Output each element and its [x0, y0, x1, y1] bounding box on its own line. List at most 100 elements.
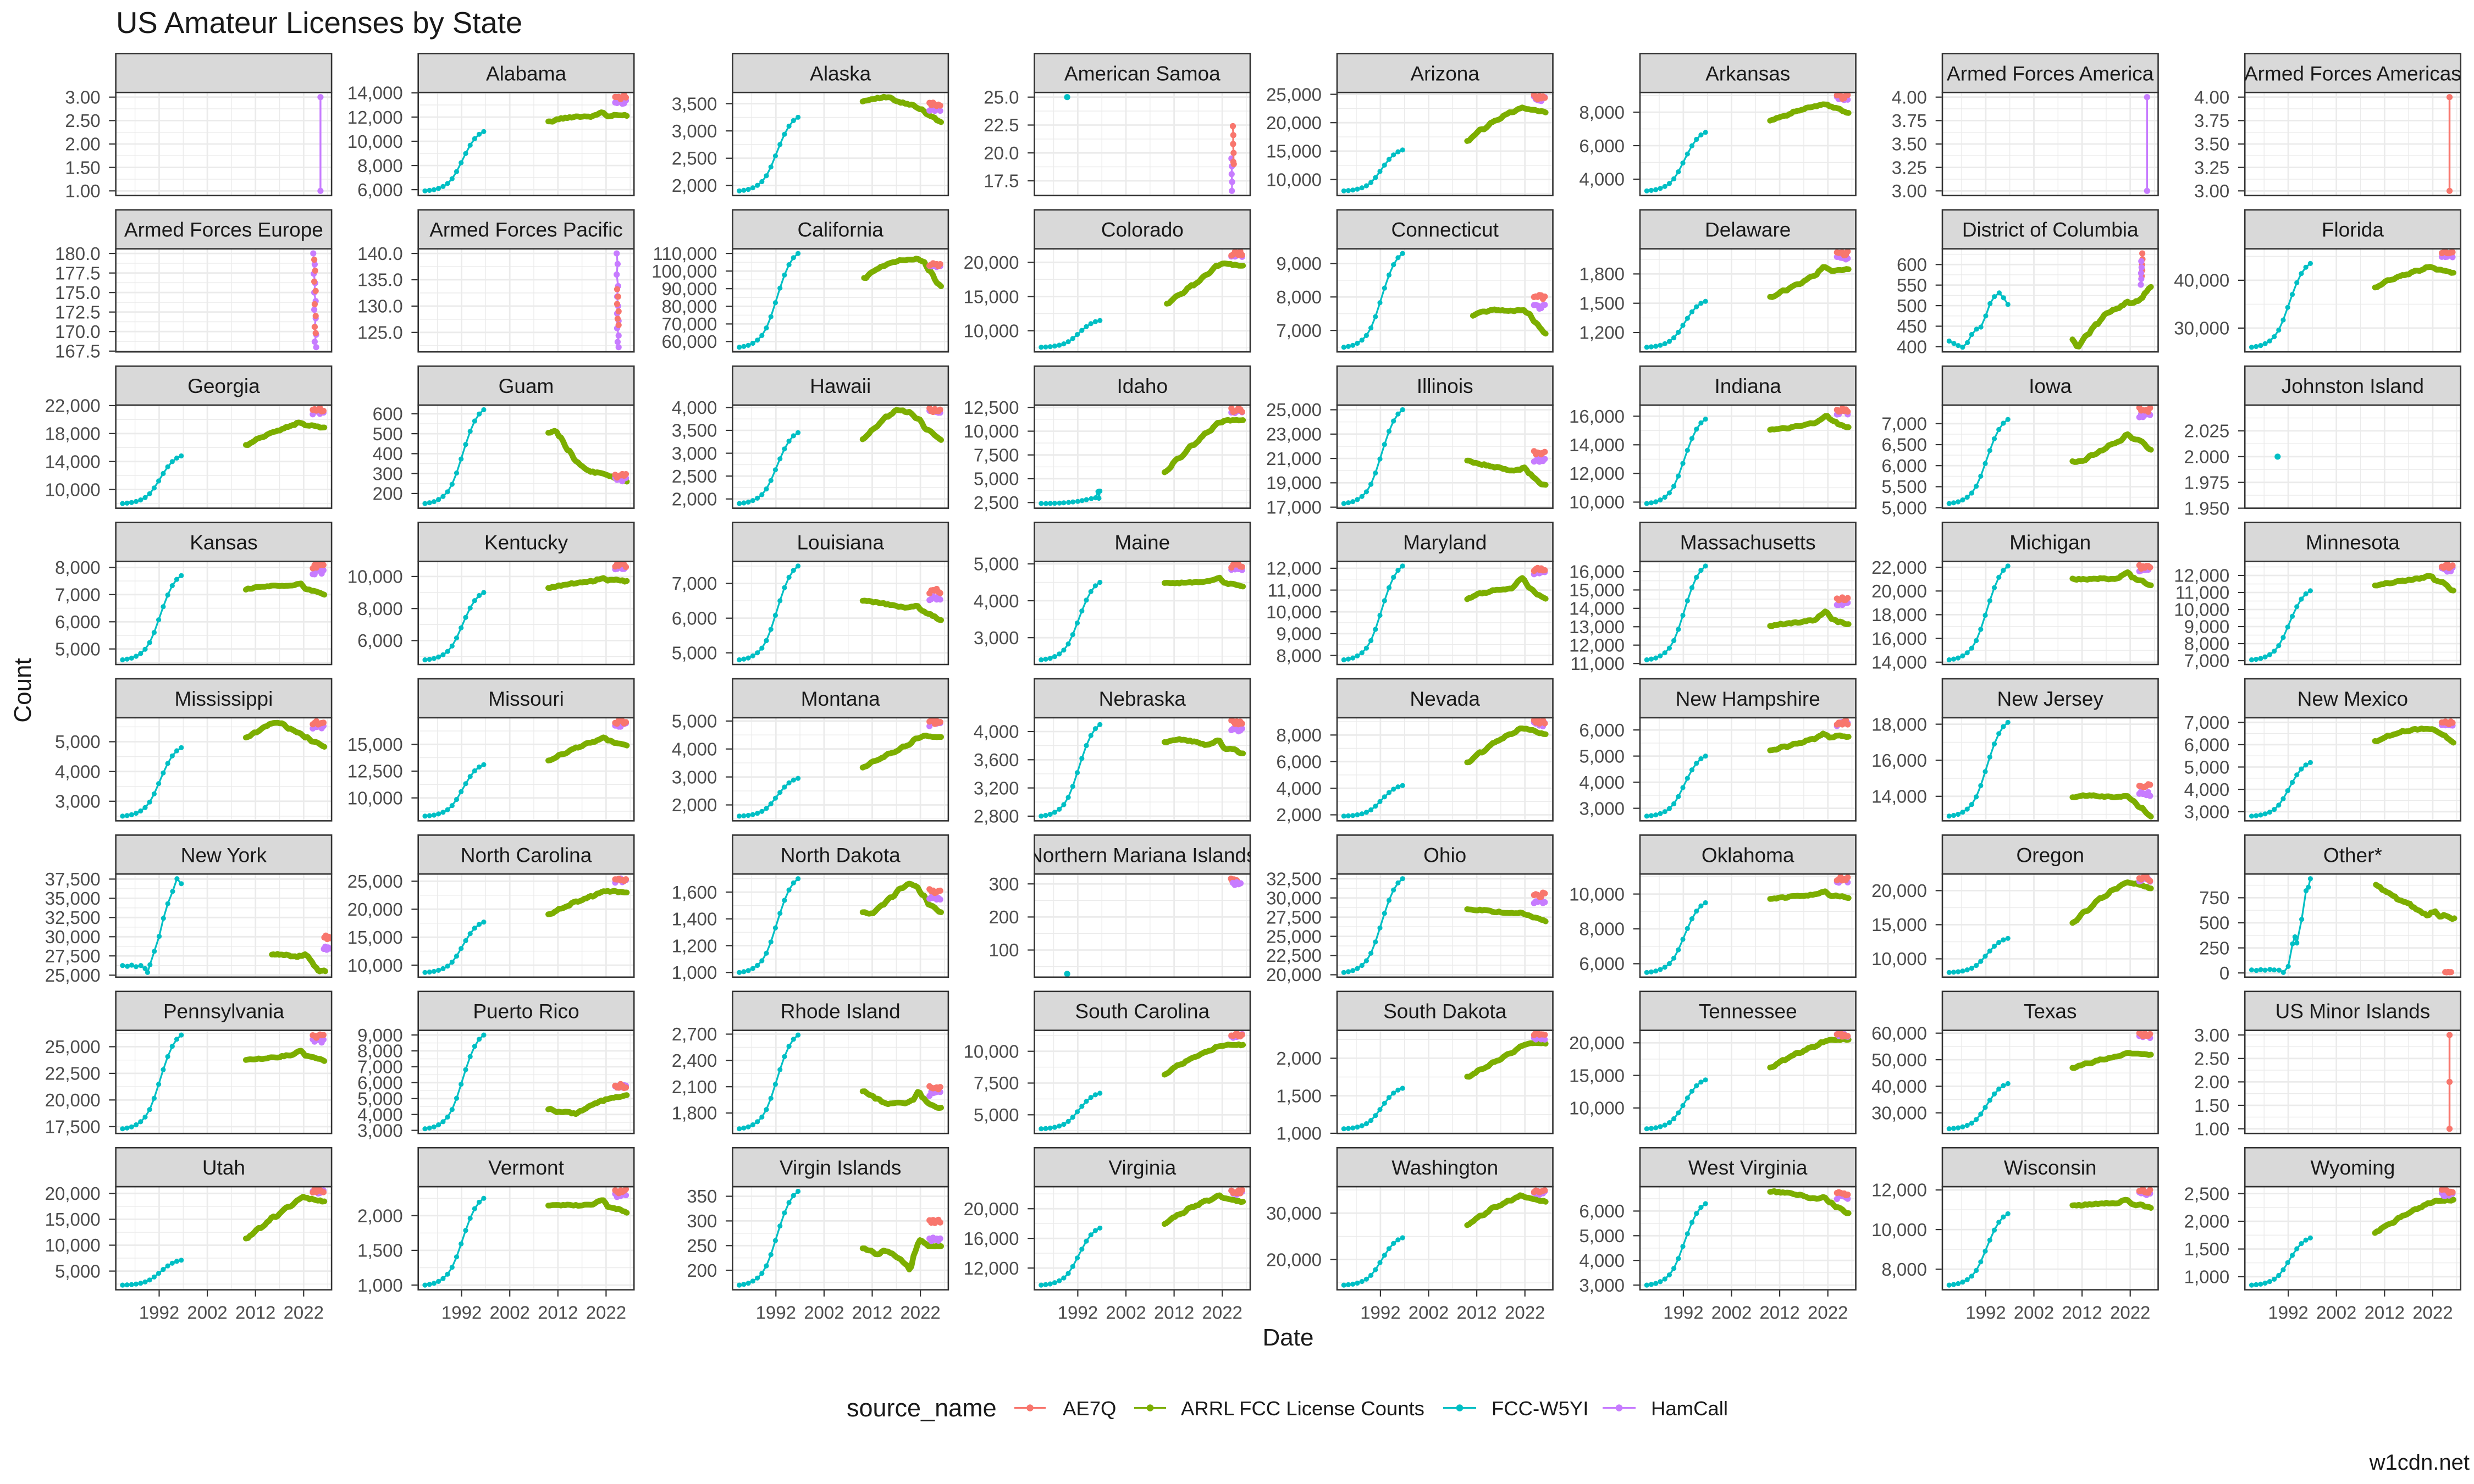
svg-text:20,000: 20,000 — [1871, 881, 1927, 901]
svg-text:Missouri: Missouri — [488, 688, 564, 710]
svg-text:w1cdn.net: w1cdn.net — [2369, 1450, 2470, 1475]
svg-text:2,100: 2,100 — [672, 1077, 717, 1097]
svg-text:250: 250 — [2199, 938, 2229, 958]
svg-text:3,200: 3,200 — [974, 778, 1019, 798]
svg-text:4.00: 4.00 — [1892, 87, 1927, 107]
svg-text:20,000: 20,000 — [1569, 1033, 1625, 1053]
svg-text:32,500: 32,500 — [45, 907, 101, 928]
svg-text:Alabama: Alabama — [486, 62, 566, 85]
svg-text:8,000: 8,000 — [1276, 645, 1322, 666]
svg-text:35,000: 35,000 — [45, 888, 101, 909]
svg-text:22,000: 22,000 — [45, 396, 101, 416]
svg-text:180.0: 180.0 — [55, 243, 101, 264]
svg-text:1992: 1992 — [441, 1303, 482, 1323]
svg-text:130.0: 130.0 — [357, 296, 403, 317]
svg-text:125.0: 125.0 — [357, 323, 403, 343]
svg-text:Texas: Texas — [2024, 1000, 2077, 1023]
svg-text:3,500: 3,500 — [672, 420, 717, 441]
svg-text:1.50: 1.50 — [65, 157, 100, 178]
svg-text:Mississippi: Mississippi — [174, 688, 273, 710]
svg-text:2012: 2012 — [852, 1303, 892, 1323]
svg-text:20,000: 20,000 — [1266, 1249, 1322, 1270]
svg-text:2,500: 2,500 — [672, 148, 717, 169]
svg-text:7,000: 7,000 — [672, 573, 717, 594]
svg-text:Tennessee: Tennessee — [1699, 1000, 1797, 1023]
svg-text:6,000: 6,000 — [357, 180, 403, 200]
svg-text:10,000: 10,000 — [347, 131, 403, 152]
svg-text:30,000: 30,000 — [45, 927, 101, 947]
svg-text:12,000: 12,000 — [1569, 635, 1625, 655]
svg-text:50,000: 50,000 — [1871, 1050, 1927, 1070]
svg-text:70,000: 70,000 — [661, 314, 717, 334]
svg-text:17.5: 17.5 — [984, 171, 1019, 191]
svg-text:10,000: 10,000 — [1871, 949, 1927, 969]
svg-text:172.5: 172.5 — [55, 302, 101, 322]
svg-text:Armed Forces Pacific: Armed Forces Pacific — [429, 219, 623, 241]
svg-text:Count: Count — [9, 658, 36, 722]
svg-text:5,000: 5,000 — [1579, 746, 1625, 766]
svg-text:5,000: 5,000 — [1579, 1226, 1625, 1246]
svg-text:15,000: 15,000 — [1871, 915, 1927, 935]
svg-text:South Dakota: South Dakota — [1383, 1000, 1507, 1023]
svg-text:New Jersey: New Jersey — [1997, 688, 2104, 710]
svg-text:5,000: 5,000 — [55, 639, 101, 659]
svg-text:2012: 2012 — [538, 1303, 578, 1323]
svg-text:300: 300 — [373, 463, 403, 484]
svg-text:25,000: 25,000 — [1266, 400, 1322, 420]
svg-text:Louisiana: Louisiana — [797, 531, 884, 554]
svg-text:350: 350 — [687, 1186, 717, 1206]
svg-text:20,000: 20,000 — [964, 252, 1019, 273]
svg-text:15,000: 15,000 — [45, 1209, 101, 1230]
svg-text:400: 400 — [373, 444, 403, 464]
svg-text:6,000: 6,000 — [672, 608, 717, 628]
svg-text:10,000: 10,000 — [347, 955, 403, 976]
svg-text:14,000: 14,000 — [45, 451, 101, 472]
svg-text:Hawaii: Hawaii — [810, 375, 871, 397]
svg-text:10,000: 10,000 — [2174, 600, 2229, 620]
svg-text:Puerto Rico: Puerto Rico — [473, 1000, 579, 1023]
svg-text:22.5: 22.5 — [984, 115, 1019, 135]
svg-text:12,000: 12,000 — [2174, 566, 2229, 586]
svg-text:7,000: 7,000 — [1276, 320, 1322, 341]
svg-text:175.0: 175.0 — [55, 283, 101, 303]
svg-text:110,000: 110,000 — [653, 243, 717, 264]
svg-text:10,000: 10,000 — [1569, 884, 1625, 904]
svg-text:7,000: 7,000 — [1881, 414, 1927, 434]
svg-text:14,000: 14,000 — [1569, 435, 1625, 455]
svg-text:Armed Forces Europe: Armed Forces Europe — [124, 219, 323, 241]
svg-text:1992: 1992 — [1965, 1303, 2006, 1323]
svg-text:25,000: 25,000 — [1266, 926, 1322, 946]
svg-text:30,000: 30,000 — [1266, 1203, 1322, 1223]
svg-text:US Minor Islands: US Minor Islands — [2276, 1000, 2431, 1023]
svg-text:15,000: 15,000 — [347, 927, 403, 948]
svg-text:500: 500 — [2199, 913, 2229, 933]
svg-text:4,000: 4,000 — [1579, 1250, 1625, 1271]
svg-text:16,000: 16,000 — [1569, 406, 1625, 427]
svg-text:18,000: 18,000 — [45, 424, 101, 444]
svg-text:5,000: 5,000 — [357, 1089, 403, 1109]
svg-text:20,000: 20,000 — [1266, 113, 1322, 133]
svg-text:Other*: Other* — [2323, 844, 2382, 866]
svg-text:New York: New York — [181, 844, 267, 866]
svg-text:Arkansas: Arkansas — [1705, 62, 1790, 85]
svg-text:6,000: 6,000 — [357, 1073, 403, 1093]
svg-text:6,500: 6,500 — [1881, 435, 1927, 455]
svg-text:10,000: 10,000 — [1569, 1098, 1625, 1118]
svg-text:1992: 1992 — [139, 1303, 179, 1323]
svg-text:2022: 2022 — [284, 1303, 324, 1323]
svg-text:2012: 2012 — [1759, 1303, 1799, 1323]
svg-text:20,000: 20,000 — [964, 1199, 1019, 1219]
svg-text:600: 600 — [373, 404, 403, 424]
svg-text:167.5: 167.5 — [55, 341, 101, 362]
svg-text:North Dakota: North Dakota — [781, 844, 901, 866]
svg-text:3,600: 3,600 — [974, 750, 1019, 770]
svg-text:7,000: 7,000 — [2184, 712, 2230, 733]
svg-text:8,000: 8,000 — [1276, 287, 1322, 307]
svg-text:27,500: 27,500 — [45, 946, 101, 966]
svg-text:4,000: 4,000 — [672, 397, 717, 418]
svg-text:Alaska: Alaska — [810, 62, 871, 85]
svg-text:200: 200 — [687, 1260, 717, 1281]
svg-text:Nevada: Nevada — [1410, 688, 1480, 710]
svg-text:19,000: 19,000 — [1266, 473, 1322, 493]
svg-text:5,000: 5,000 — [672, 711, 717, 732]
